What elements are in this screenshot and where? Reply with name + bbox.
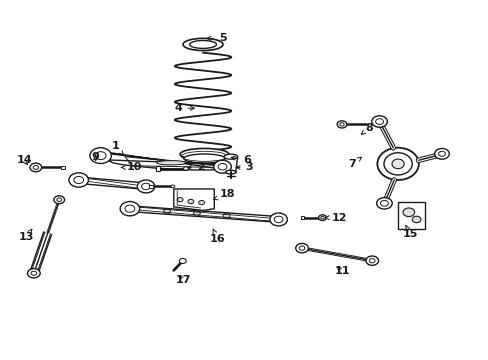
Circle shape (54, 196, 64, 204)
Circle shape (218, 163, 226, 170)
Ellipse shape (180, 148, 228, 160)
Polygon shape (224, 157, 237, 172)
Circle shape (318, 215, 326, 221)
Text: 1: 1 (111, 141, 123, 156)
Circle shape (33, 166, 39, 170)
Text: 15: 15 (402, 226, 417, 239)
Circle shape (31, 271, 37, 275)
Circle shape (125, 205, 135, 212)
Circle shape (57, 198, 61, 202)
Circle shape (179, 258, 186, 264)
Text: 6: 6 (231, 155, 250, 165)
Ellipse shape (157, 161, 185, 165)
Text: 14: 14 (16, 155, 32, 165)
Circle shape (198, 201, 204, 205)
Text: 9: 9 (92, 152, 100, 162)
Circle shape (213, 160, 231, 173)
Circle shape (137, 180, 155, 193)
Polygon shape (129, 206, 279, 222)
Circle shape (177, 198, 183, 202)
Polygon shape (101, 151, 222, 170)
Text: 3: 3 (236, 162, 253, 172)
Ellipse shape (183, 39, 223, 50)
Circle shape (183, 167, 188, 170)
Circle shape (69, 173, 88, 187)
Text: 17: 17 (176, 275, 191, 285)
Circle shape (274, 216, 283, 223)
Text: 16: 16 (209, 229, 225, 244)
Circle shape (269, 213, 287, 226)
Text: 5: 5 (206, 33, 226, 43)
Circle shape (295, 243, 308, 253)
Circle shape (299, 246, 304, 250)
Text: 18: 18 (213, 189, 235, 200)
Text: 2: 2 (187, 162, 204, 172)
Circle shape (74, 176, 83, 184)
Circle shape (371, 116, 386, 127)
Polygon shape (173, 189, 214, 211)
Ellipse shape (224, 154, 237, 159)
Circle shape (336, 121, 346, 128)
Ellipse shape (183, 154, 225, 163)
Text: 13: 13 (19, 229, 34, 242)
Ellipse shape (225, 170, 236, 174)
Polygon shape (397, 202, 424, 229)
Circle shape (142, 183, 150, 190)
Ellipse shape (391, 159, 404, 169)
Circle shape (95, 152, 106, 159)
Text: 12: 12 (325, 213, 346, 222)
Circle shape (380, 201, 387, 206)
Text: 7: 7 (347, 157, 361, 169)
Circle shape (411, 216, 420, 223)
Circle shape (163, 209, 170, 214)
Circle shape (187, 199, 193, 204)
Circle shape (320, 216, 324, 219)
Circle shape (375, 119, 383, 125)
Ellipse shape (377, 148, 418, 180)
Polygon shape (149, 185, 153, 188)
Text: 11: 11 (334, 266, 349, 276)
Polygon shape (156, 166, 159, 171)
Circle shape (376, 198, 391, 209)
Polygon shape (76, 177, 148, 190)
Polygon shape (61, 166, 65, 169)
Circle shape (368, 258, 374, 263)
Circle shape (339, 123, 344, 126)
Circle shape (193, 211, 200, 216)
Circle shape (30, 163, 41, 172)
Circle shape (223, 213, 229, 218)
Polygon shape (301, 216, 304, 220)
Circle shape (27, 269, 40, 278)
Circle shape (438, 151, 445, 156)
Circle shape (170, 185, 174, 188)
Text: 8: 8 (361, 123, 372, 135)
Circle shape (434, 148, 448, 159)
Text: 4: 4 (174, 103, 194, 113)
Circle shape (90, 148, 111, 163)
Circle shape (120, 202, 140, 216)
Text: 10: 10 (121, 162, 142, 172)
Ellipse shape (383, 153, 411, 175)
Circle shape (402, 208, 414, 217)
Circle shape (365, 256, 378, 265)
Ellipse shape (189, 41, 216, 48)
